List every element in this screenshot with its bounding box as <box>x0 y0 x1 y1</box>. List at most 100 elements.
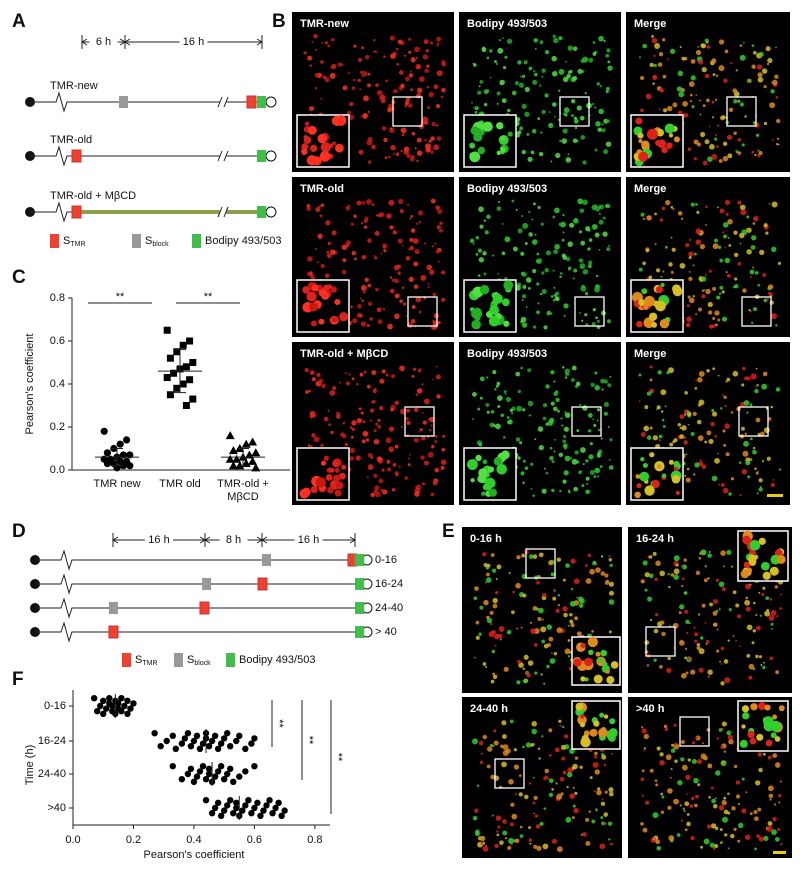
spot <box>769 798 772 801</box>
spot <box>688 251 694 257</box>
spot <box>386 467 392 472</box>
spot <box>517 456 521 460</box>
spot <box>371 144 376 150</box>
spot <box>593 423 597 428</box>
spot <box>530 487 533 490</box>
inset-spot <box>580 714 585 719</box>
spot <box>543 643 549 649</box>
spot <box>474 106 479 111</box>
spot <box>573 807 579 814</box>
spot <box>730 411 734 414</box>
spot <box>648 555 653 559</box>
spot <box>755 417 761 423</box>
spot <box>487 89 490 92</box>
spot <box>579 598 585 604</box>
spot <box>739 645 741 648</box>
spot <box>323 416 329 422</box>
spot <box>579 403 582 406</box>
spot <box>774 74 779 79</box>
spot <box>724 677 731 684</box>
spot <box>689 93 693 97</box>
spot <box>540 626 547 633</box>
spot <box>509 408 513 413</box>
spot <box>723 809 729 815</box>
inset-spot <box>758 537 766 545</box>
legend-subscript: TMR <box>142 660 157 667</box>
spot <box>363 225 368 229</box>
spot <box>594 467 600 474</box>
spot <box>511 813 518 820</box>
spot <box>513 748 518 752</box>
spot <box>686 793 688 795</box>
spot <box>675 563 679 567</box>
inset-spot <box>584 677 589 682</box>
spot <box>585 292 589 296</box>
spot <box>483 562 488 567</box>
spot <box>606 319 611 324</box>
spot <box>492 568 497 573</box>
spot <box>413 284 419 289</box>
data-point <box>196 768 204 775</box>
spot <box>435 250 440 254</box>
spot <box>667 805 672 810</box>
spot <box>485 581 487 584</box>
spot <box>662 270 665 273</box>
spot <box>562 770 567 775</box>
spot <box>562 606 568 612</box>
spot <box>707 669 713 675</box>
spot <box>550 160 553 163</box>
spot <box>694 639 698 643</box>
spot <box>677 779 683 786</box>
spot <box>720 663 723 665</box>
spot <box>686 467 690 471</box>
data-point <box>208 737 216 745</box>
spot <box>670 270 674 274</box>
spot <box>312 277 315 280</box>
spot <box>697 45 700 48</box>
data-point <box>100 710 107 717</box>
spot <box>569 69 573 74</box>
spot <box>418 221 421 224</box>
spot <box>514 81 519 86</box>
spot <box>697 435 704 442</box>
spot <box>574 450 579 455</box>
spot <box>690 669 696 675</box>
spot <box>587 553 592 558</box>
spot <box>580 266 583 269</box>
spot <box>521 149 526 155</box>
inset-spot <box>501 450 510 460</box>
spot <box>597 787 601 791</box>
spot <box>679 434 685 439</box>
spot <box>382 308 386 311</box>
spot <box>667 572 670 576</box>
spot <box>545 250 551 256</box>
spot <box>712 116 715 119</box>
spot <box>666 58 669 61</box>
spot <box>331 230 337 236</box>
spot <box>494 388 497 391</box>
label-box <box>355 626 364 638</box>
spot <box>359 88 362 91</box>
inset-spot <box>309 302 319 312</box>
spot <box>553 380 556 383</box>
spot <box>727 273 731 278</box>
spot <box>572 46 578 51</box>
spot <box>749 275 752 278</box>
spot <box>316 261 320 264</box>
spot <box>437 42 439 45</box>
spot <box>418 310 422 314</box>
spot <box>594 148 598 152</box>
spot <box>519 825 523 829</box>
spot <box>705 288 711 295</box>
data-point <box>251 463 261 472</box>
x-tick-label: 0.4 <box>186 834 201 846</box>
inset-spot <box>341 464 347 470</box>
spot <box>570 558 576 564</box>
spot <box>746 411 749 414</box>
spot <box>556 409 560 413</box>
spot <box>707 301 713 308</box>
spot <box>371 203 375 207</box>
x-tick-label-box: TMR-old + MβCD <box>217 478 269 503</box>
inset-spot <box>776 554 786 564</box>
legend-subscript: block <box>152 241 169 248</box>
